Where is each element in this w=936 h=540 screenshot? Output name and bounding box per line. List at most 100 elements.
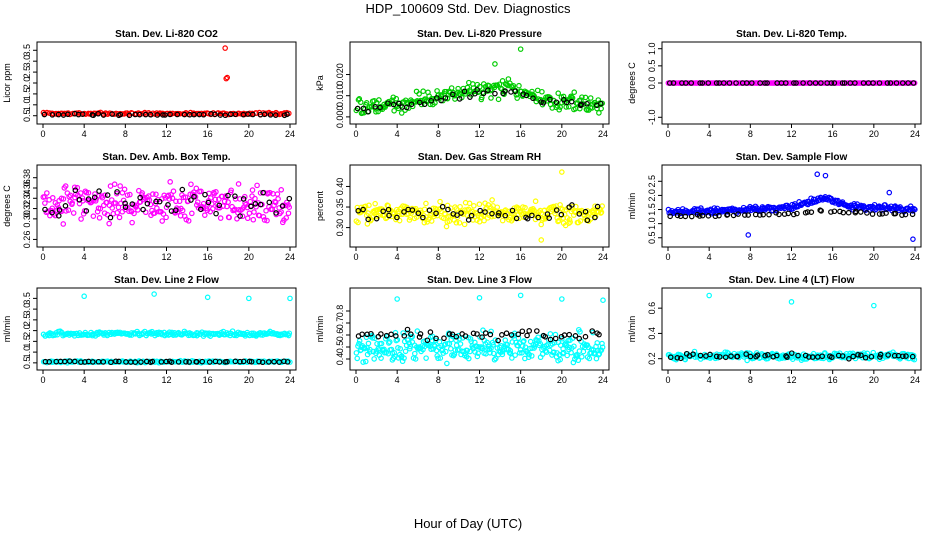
data-point (176, 198, 183, 205)
data-point (204, 294, 211, 301)
data-point (566, 220, 572, 226)
data-point (193, 359, 200, 365)
panel-title: Stan. Dev. Li-820 Temp. (736, 29, 847, 40)
x-tick-label: 0 (40, 252, 45, 262)
data-point (244, 215, 251, 222)
data-point (456, 96, 463, 102)
data-point (104, 192, 111, 198)
data-point (903, 353, 909, 359)
data-point (409, 207, 416, 213)
y-axis-label: ml/min (627, 316, 637, 343)
data-point (102, 192, 108, 198)
y-tick-label: 1.0 (22, 99, 32, 112)
data-point (720, 80, 727, 86)
data-point (360, 359, 366, 365)
data-point (852, 80, 858, 86)
data-point (198, 206, 204, 213)
y-tick-label: 1.0 (647, 42, 657, 55)
panel-title: Stan. Dev. Li-820 CO2 (115, 29, 218, 40)
panel-title: Stan. Dev. Line 4 (LT) Flow (729, 275, 855, 286)
data-point (95, 110, 102, 117)
data-point (428, 346, 434, 353)
data-point (404, 337, 411, 343)
x-tick-label: 12 (474, 252, 484, 262)
data-point (100, 359, 107, 365)
data-point (713, 80, 720, 86)
data-point (499, 217, 506, 224)
x-tick-label: 24 (285, 375, 295, 385)
data-point (791, 80, 797, 86)
y-tick-label: 1.0 (22, 346, 32, 359)
data-point (489, 197, 495, 203)
data-point (160, 211, 167, 217)
data-point (492, 355, 499, 362)
data-point (194, 199, 201, 205)
data-point (891, 352, 898, 359)
data-point (185, 198, 191, 204)
data-point (475, 350, 482, 356)
data-point (905, 80, 911, 86)
data-point (546, 215, 552, 221)
data-point (169, 195, 176, 202)
data-point (507, 347, 514, 354)
data-point (421, 101, 428, 108)
data-point (577, 329, 583, 335)
data-point (96, 215, 103, 221)
data-point (795, 352, 801, 359)
data-point (449, 331, 456, 338)
data-point (524, 332, 530, 339)
data-point (814, 171, 821, 178)
data-point (252, 195, 258, 202)
data-point (885, 352, 891, 358)
data-point (246, 210, 253, 217)
data-point (266, 199, 273, 206)
data-point (373, 108, 379, 115)
data-point (286, 330, 293, 337)
data-point (877, 354, 883, 360)
data-point (762, 352, 768, 359)
panel-3: Stan. Dev. Amb. Box Temp. degrees C 0 4 8 12 1… (2, 152, 297, 262)
data-point (441, 335, 447, 342)
data-point (250, 216, 257, 223)
data-point (408, 101, 415, 108)
x-tick-label: 4 (82, 252, 87, 262)
data-point (547, 336, 554, 343)
x-tick-label: 4 (707, 252, 712, 262)
data-point (437, 198, 443, 205)
x-tick-label: 8 (436, 252, 441, 262)
y-axis-label: ml/min (627, 193, 637, 220)
y-axis-label: Licor ppm (2, 63, 12, 103)
data-point (265, 359, 272, 365)
data-point (386, 212, 392, 219)
data-point (764, 80, 770, 86)
data-point (212, 111, 218, 118)
data-point (156, 198, 163, 205)
data-point (716, 354, 723, 360)
y-tick-label: 0.8 (335, 305, 345, 318)
data-point (406, 340, 412, 346)
data-point (216, 359, 223, 365)
data-point (442, 348, 449, 355)
data-point (407, 345, 413, 352)
data-point (90, 112, 97, 119)
data-point (785, 210, 792, 217)
data-point (69, 200, 76, 206)
data-point (670, 80, 677, 86)
data-point (444, 95, 451, 101)
data-point (77, 190, 84, 196)
data-point (225, 192, 231, 199)
data-point (251, 209, 257, 215)
data-point (431, 342, 437, 349)
data-point (162, 112, 168, 118)
data-point (455, 85, 461, 92)
y-tick-label: 0.5 (22, 109, 32, 122)
data-point (222, 45, 228, 51)
data-point (839, 353, 846, 359)
y-axis-label: degrees C (2, 185, 12, 227)
data-point (78, 216, 84, 222)
data-point (193, 185, 200, 192)
data-point (263, 207, 269, 214)
data-point (515, 331, 522, 338)
data-point (568, 98, 575, 105)
y-tick-label: 2.0 (22, 324, 32, 337)
